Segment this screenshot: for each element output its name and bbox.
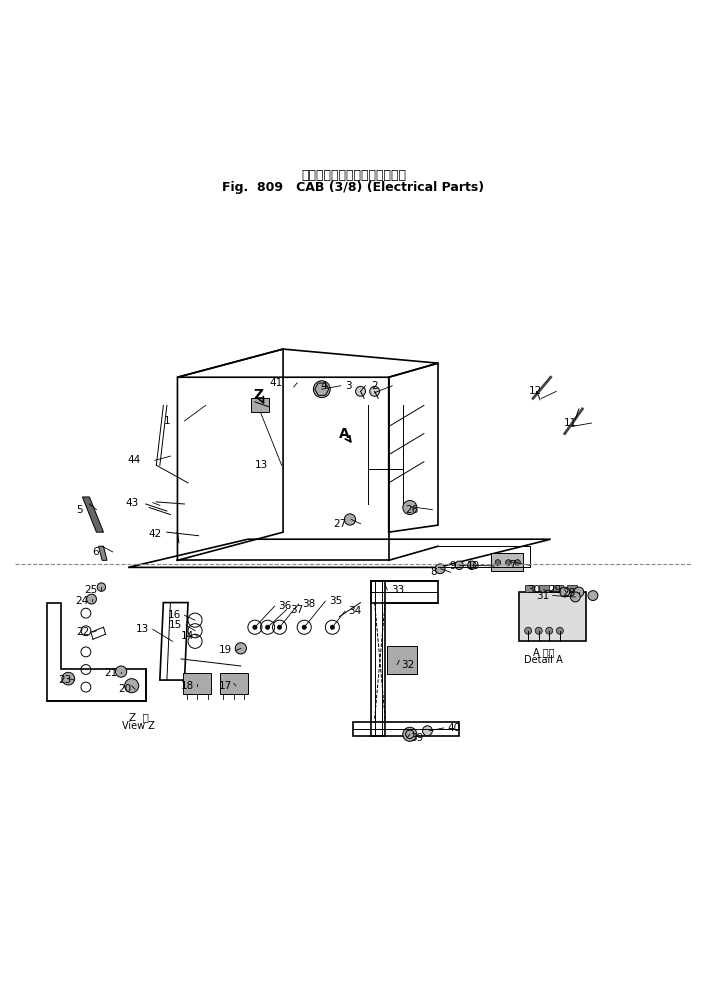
Text: 32: 32 [401, 659, 414, 669]
Text: 13: 13 [255, 461, 267, 471]
Circle shape [277, 625, 281, 629]
Text: Z  視: Z 視 [129, 713, 148, 723]
Text: 1: 1 [164, 416, 170, 426]
Polygon shape [252, 398, 269, 412]
Text: 2: 2 [371, 381, 378, 391]
Text: 16: 16 [168, 610, 181, 620]
Circle shape [356, 386, 366, 396]
Text: 29: 29 [548, 585, 561, 595]
Circle shape [265, 625, 269, 629]
Polygon shape [525, 585, 534, 592]
Text: Z: Z [253, 388, 264, 402]
Circle shape [124, 678, 139, 692]
Circle shape [467, 561, 476, 570]
Circle shape [330, 625, 334, 629]
Text: Detail A: Detail A [525, 655, 563, 665]
Circle shape [525, 627, 532, 634]
Polygon shape [387, 646, 417, 674]
Polygon shape [491, 553, 522, 571]
Text: 42: 42 [148, 528, 162, 538]
Text: 9: 9 [449, 561, 455, 571]
Text: 43: 43 [125, 498, 139, 508]
Text: 35: 35 [329, 596, 342, 606]
Text: 38: 38 [302, 599, 315, 609]
Circle shape [86, 594, 96, 604]
Text: 28: 28 [562, 589, 575, 599]
Circle shape [344, 514, 356, 525]
Circle shape [436, 563, 445, 574]
Text: Fig.  809   CAB (3/8) (Electrical Parts): Fig. 809 CAB (3/8) (Electrical Parts) [223, 181, 484, 195]
Circle shape [560, 587, 570, 597]
Text: 41: 41 [270, 378, 283, 388]
Circle shape [495, 559, 501, 565]
Text: 15: 15 [169, 620, 182, 630]
Circle shape [235, 643, 247, 654]
Circle shape [62, 672, 75, 685]
Circle shape [574, 587, 584, 597]
Polygon shape [539, 585, 549, 592]
Circle shape [313, 381, 330, 398]
Text: 25: 25 [85, 585, 98, 595]
Text: 30: 30 [527, 585, 540, 595]
Text: 33: 33 [391, 585, 404, 595]
Text: 39: 39 [411, 733, 423, 743]
Text: 17: 17 [219, 680, 233, 690]
Text: 11: 11 [564, 418, 578, 428]
Text: 36: 36 [278, 601, 291, 611]
Text: 26: 26 [405, 505, 419, 515]
Polygon shape [553, 585, 563, 592]
Polygon shape [567, 585, 577, 592]
Text: View Z: View Z [122, 721, 155, 731]
Text: 8: 8 [430, 568, 437, 578]
Circle shape [455, 561, 463, 570]
Circle shape [571, 592, 580, 602]
Circle shape [546, 627, 553, 634]
Circle shape [97, 583, 105, 592]
Circle shape [253, 625, 257, 629]
Circle shape [115, 666, 127, 677]
Circle shape [556, 627, 563, 634]
Polygon shape [98, 546, 107, 560]
Text: 10: 10 [467, 561, 480, 571]
Text: 44: 44 [127, 456, 141, 466]
Circle shape [588, 591, 598, 601]
Polygon shape [519, 592, 586, 641]
Text: 7: 7 [509, 560, 515, 571]
Circle shape [403, 501, 417, 514]
Text: 22: 22 [76, 627, 89, 637]
Text: 14: 14 [180, 631, 194, 641]
Polygon shape [220, 673, 248, 695]
Text: 5: 5 [76, 505, 83, 515]
Text: 27: 27 [333, 519, 346, 529]
Text: キャブ　　エレクトリカル部品: キャブ エレクトリカル部品 [301, 169, 406, 182]
Text: 40: 40 [447, 723, 460, 733]
Circle shape [370, 386, 380, 396]
Text: 21: 21 [105, 668, 117, 678]
Text: 24: 24 [75, 596, 88, 606]
Polygon shape [83, 497, 103, 532]
Text: 13: 13 [136, 624, 149, 634]
Text: 20: 20 [119, 684, 132, 695]
Text: 37: 37 [290, 605, 303, 615]
Circle shape [423, 726, 433, 736]
Circle shape [535, 627, 542, 634]
Text: 31: 31 [536, 591, 549, 601]
Circle shape [515, 559, 520, 565]
Text: 23: 23 [58, 675, 71, 685]
Text: A 詳細: A 詳細 [533, 647, 554, 657]
Text: 34: 34 [349, 606, 362, 616]
Text: 6: 6 [92, 547, 98, 556]
Circle shape [403, 727, 417, 741]
Text: 18: 18 [180, 680, 194, 690]
Text: 12: 12 [529, 386, 542, 396]
Polygon shape [183, 673, 211, 695]
Circle shape [506, 559, 511, 565]
Text: A: A [339, 426, 350, 440]
Text: 3: 3 [345, 381, 351, 391]
Circle shape [302, 625, 306, 629]
Text: 4: 4 [320, 381, 327, 391]
Text: 19: 19 [219, 645, 233, 655]
